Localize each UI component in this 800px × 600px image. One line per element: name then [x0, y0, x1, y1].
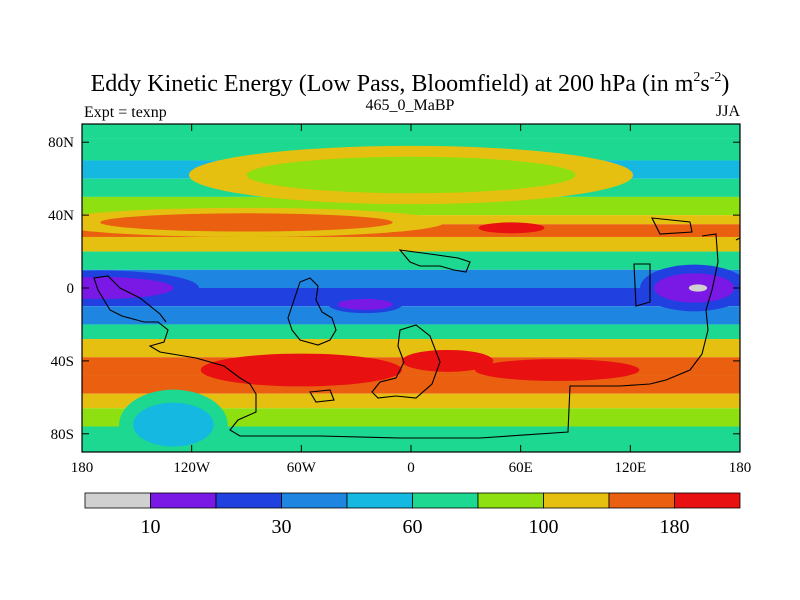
equatorial-minimum-pacific [82, 277, 174, 299]
colorbar-swatch [215, 492, 282, 509]
zonal-band [82, 124, 740, 139]
left-string: Expt = texnp [84, 104, 167, 121]
colorbar-swatch [477, 492, 544, 509]
colorbar-label: 30 [272, 516, 292, 538]
zonal-band [82, 339, 740, 358]
x-tick-label: 180 [71, 460, 94, 476]
zonal-band [82, 393, 740, 409]
colorbar-swatch [346, 492, 413, 509]
colorbar-swatch [150, 492, 217, 509]
colorbar-swatch [412, 492, 479, 509]
x-tick-label: 120W [173, 460, 211, 476]
axes: 180 120W 60W 0 60E 120E 180 80N 40N 0 40S 80S [48, 124, 751, 476]
x-tick-label: 180 [729, 460, 752, 476]
colorbar-swatch [543, 492, 610, 509]
colorbar-swatch [674, 492, 741, 509]
sh-jet-core-atlantic [401, 349, 494, 372]
zonal-band [82, 306, 740, 325]
sh-jet-core-west [200, 353, 402, 387]
arctic-lobe [246, 156, 576, 194]
nh-jet-atlantic [100, 213, 393, 232]
chart-title: Eddy Kinetic Energy (Low Pass, Bloomfiel… [91, 70, 730, 97]
y-tick-label: 0 [67, 281, 75, 297]
zonal-band [82, 408, 740, 427]
colorbar-swatch [281, 492, 348, 509]
coastline-outline [93, 217, 740, 439]
center-string: 465_0_MaBP [366, 97, 455, 114]
southern-minimum [133, 402, 214, 447]
y-tick-label: 40S [51, 354, 74, 370]
y-tick-label: 40N [48, 208, 74, 224]
x-tick-label: 60E [509, 460, 533, 476]
equatorial-minimum-atlantic [337, 298, 393, 310]
x-tick-label: 60W [287, 460, 317, 476]
colorbar-label: 180 [660, 516, 690, 538]
colorbar-swatch [84, 492, 151, 509]
colorbar-label: 60 [403, 516, 423, 538]
y-tick-label: 80N [48, 135, 74, 151]
colorbar-label: 10 [141, 516, 161, 538]
colorbar: 10 30 60 100 180 [84, 492, 741, 538]
colorbar-swatch [608, 492, 675, 509]
x-tick-label: 0 [407, 460, 415, 476]
contour-field [82, 124, 740, 452]
zonal-band [82, 324, 740, 340]
right-string: JJA [716, 103, 740, 120]
zonal-band [82, 269, 740, 288]
zonal-band [82, 251, 740, 270]
zonal-band [82, 236, 740, 252]
zonal-band [82, 288, 740, 307]
sh-jet-core-east [474, 359, 640, 381]
colorbar-label: 100 [529, 516, 559, 538]
y-tick-label: 80S [51, 427, 74, 443]
nh-jet-core [478, 222, 545, 234]
x-tick-label: 120E [614, 460, 646, 476]
equatorial-tip-westpacific [688, 284, 708, 292]
